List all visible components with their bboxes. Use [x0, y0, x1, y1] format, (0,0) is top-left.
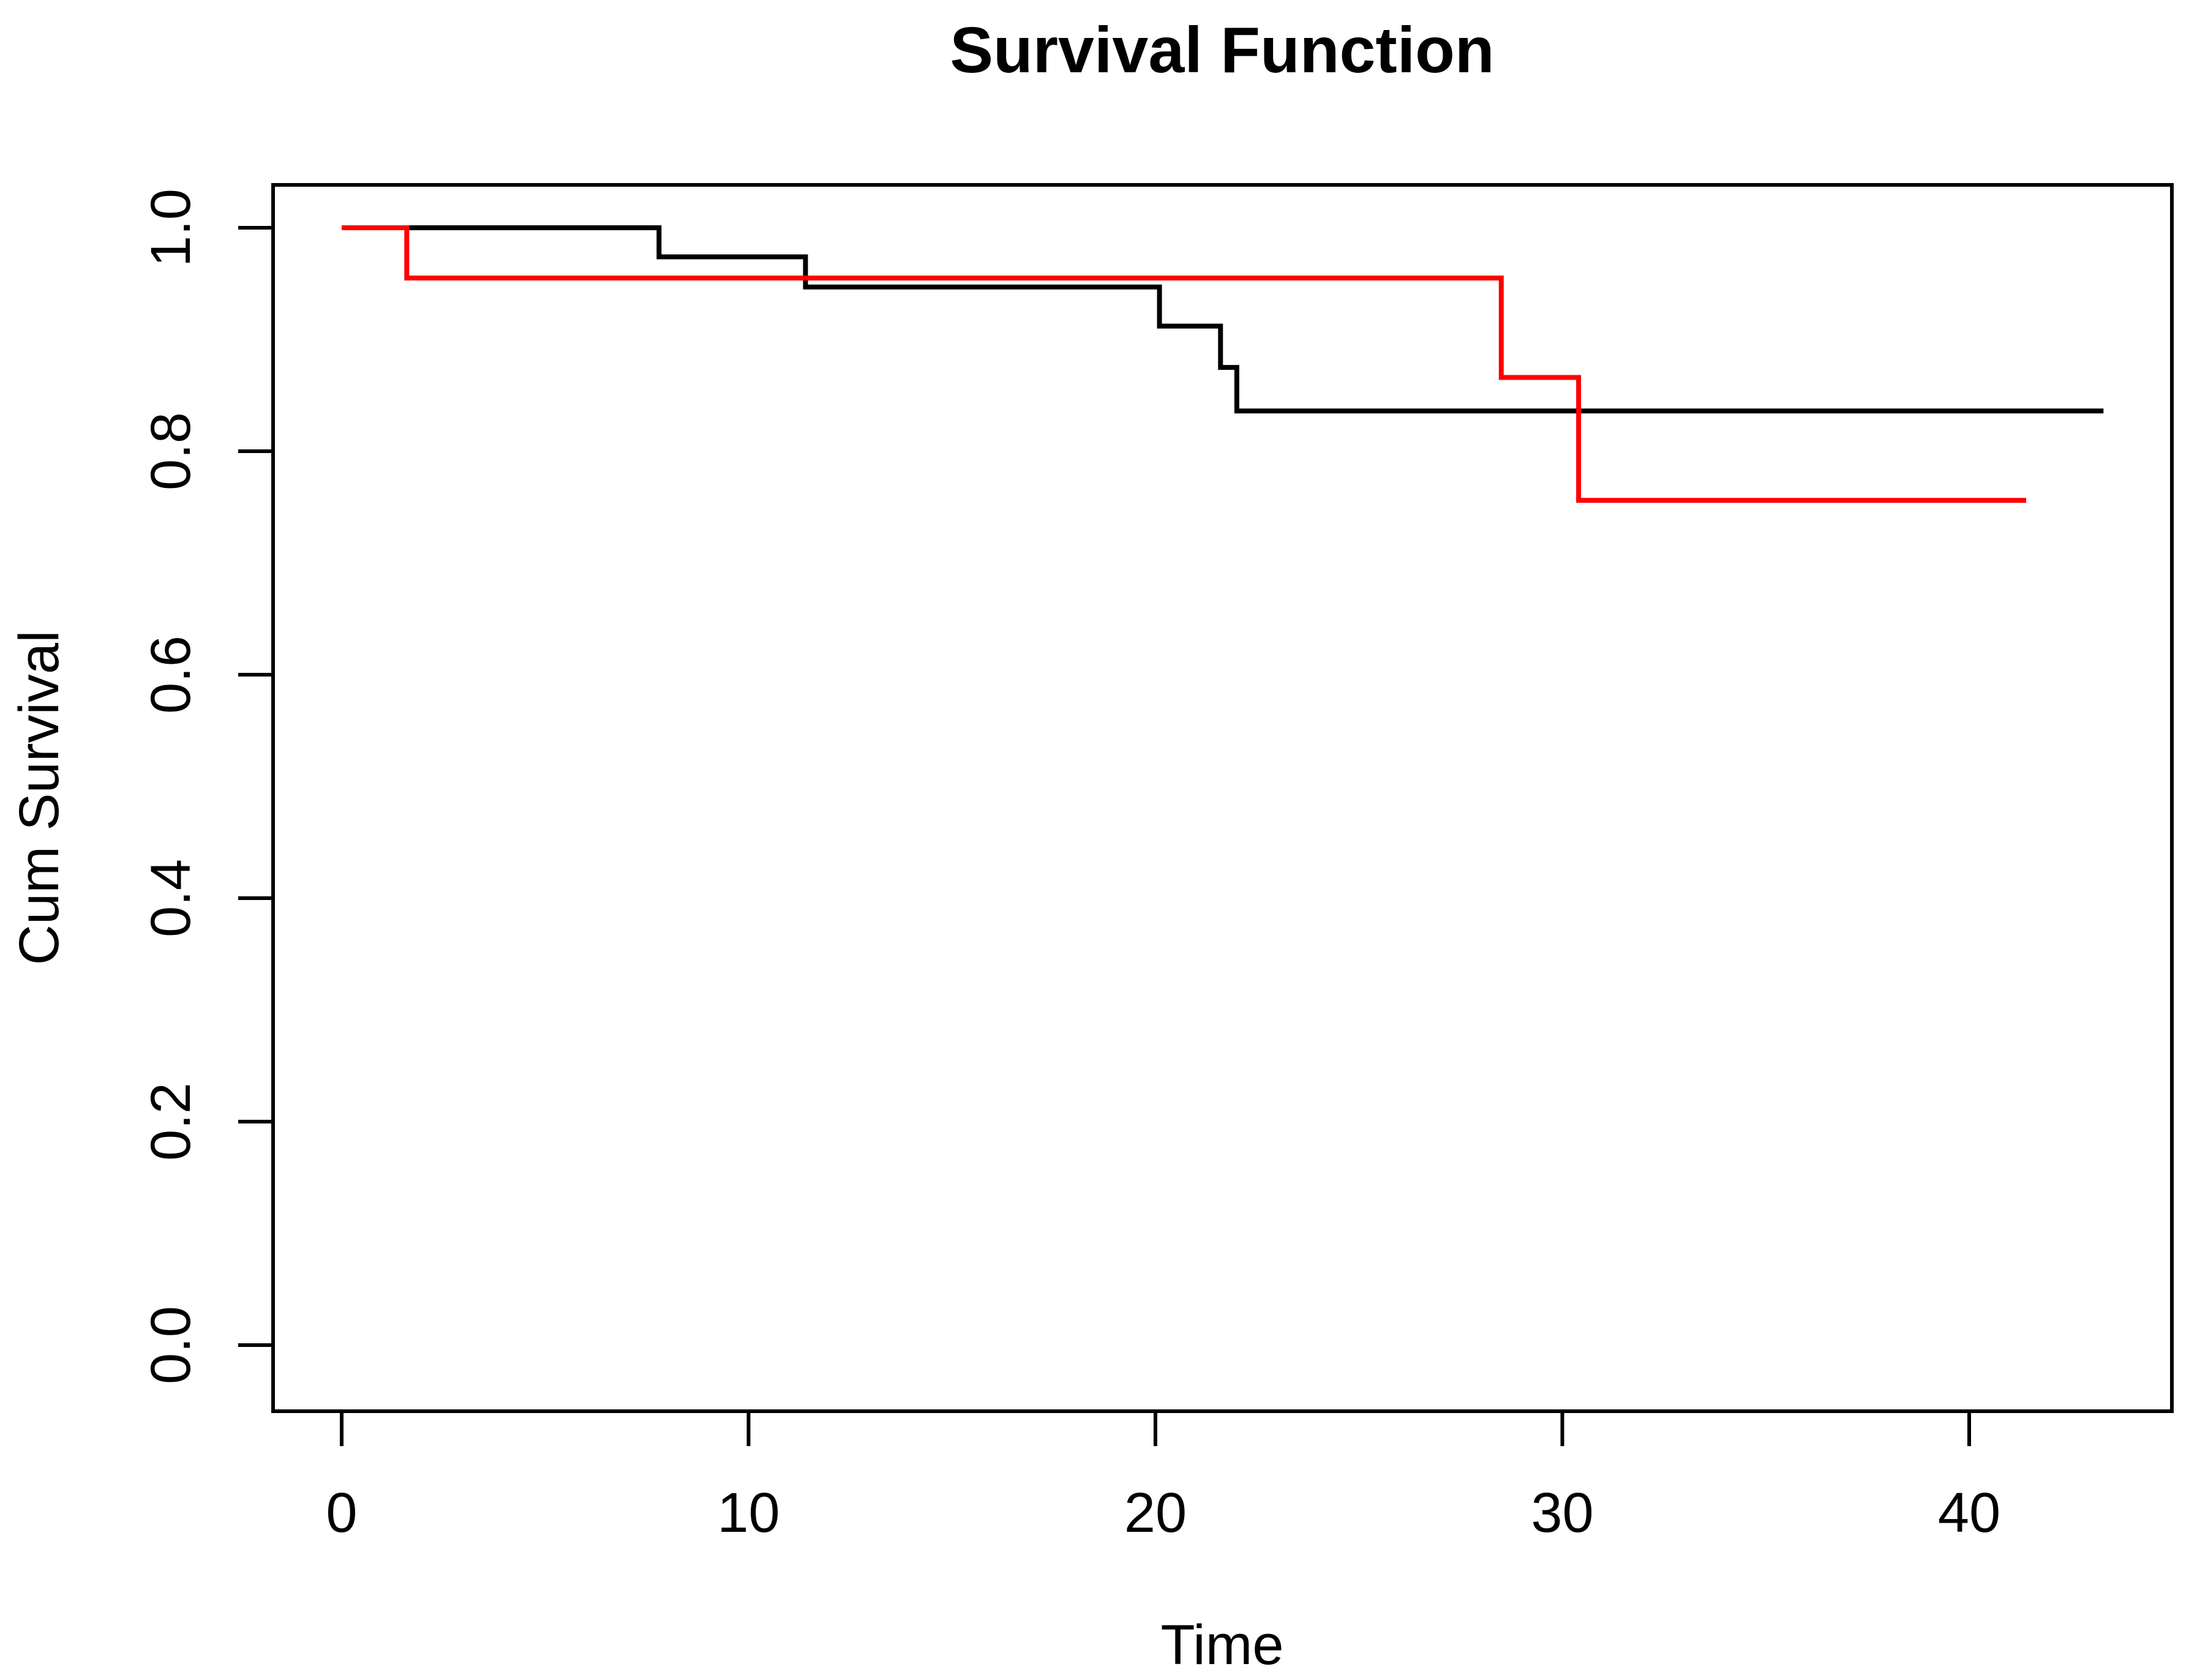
x-tick-label: 20	[1124, 1482, 1187, 1544]
y-tick-label: 0.8	[140, 412, 202, 490]
y-axis-label: Cum Survival	[8, 630, 70, 965]
chart-title: Survival Function	[950, 14, 1494, 86]
x-tick-label: 10	[717, 1482, 779, 1544]
x-tick-label: 0	[326, 1482, 357, 1544]
x-axis-ticks: 0 10 20 30 40	[326, 1411, 2000, 1544]
y-tick-label: 0.4	[140, 859, 202, 937]
x-tick-label: 40	[1938, 1482, 2000, 1544]
x-axis-label: Time	[1160, 1614, 1283, 1676]
y-tick-label: 0.2	[140, 1082, 202, 1161]
x-tick-label: 30	[1531, 1482, 1593, 1544]
y-tick-label: 0.6	[140, 636, 202, 714]
series-line-group-1-black	[342, 225, 2104, 414]
y-tick-label: 0.0	[140, 1306, 202, 1384]
y-tick-label: 1.0	[140, 189, 202, 267]
y-axis-ticks: 0.0 0.2 0.4 0.6 0.8 1.0	[140, 189, 273, 1384]
plot-border	[271, 183, 2174, 1413]
series-line-group-2-red	[342, 225, 2026, 503]
series-lines	[342, 225, 2104, 503]
